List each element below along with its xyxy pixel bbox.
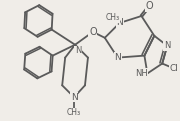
Text: CH₃: CH₃ [106,13,120,22]
Text: CH₃: CH₃ [67,108,81,117]
Text: N: N [116,18,123,27]
Text: Cl: Cl [170,64,179,73]
Text: N: N [71,93,77,102]
Text: O: O [146,1,153,11]
Text: NH: NH [135,69,147,78]
Text: N: N [75,46,81,55]
Text: N: N [164,41,170,50]
Text: O: O [89,27,97,37]
Text: N: N [114,53,121,62]
